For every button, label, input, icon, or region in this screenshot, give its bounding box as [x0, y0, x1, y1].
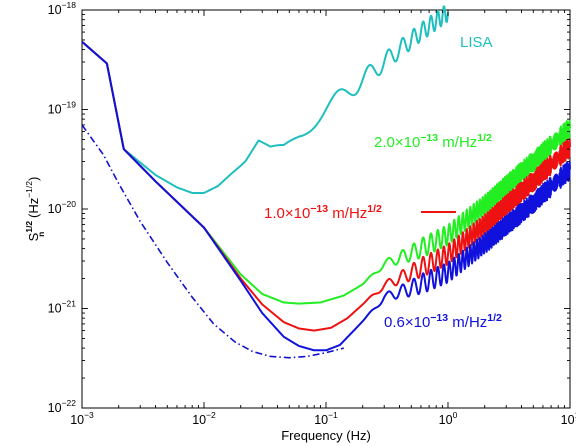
y-axis-label: S1/2n (Hz−1/2) — [24, 177, 46, 242]
x-tick-label: 10−3 — [70, 410, 94, 427]
y-label-base: S — [26, 232, 41, 241]
y-label-unit-open: (Hz — [26, 198, 41, 222]
green-label: 2.0×10−13 m/Hz1/2 — [374, 132, 492, 151]
y-tick-label: 10−18 — [48, 0, 77, 17]
y-tick-label: 10−21 — [48, 299, 77, 316]
y-tick-label: 10−22 — [48, 398, 77, 415]
tick-group: 10−3 10−2 10−1 100 101 10−22 10−21 10−20 10−19 10… — [48, 0, 576, 427]
x-tick-label: 10−2 — [192, 410, 216, 427]
x-tick-label: 100 — [439, 410, 458, 427]
x-axis-label: Frequency (Hz) — [281, 428, 371, 443]
x-tick-label: 10−1 — [314, 410, 338, 427]
blue-label: 0.6×10−13 m/Hz1/2 — [384, 312, 502, 331]
series-group — [81, 5, 571, 359]
y-label-unit-close: ) — [26, 177, 41, 181]
blue-curve — [81, 40, 571, 352]
y-label-sub: n — [36, 232, 46, 237]
lisa-label: LISA — [460, 34, 493, 51]
dashdot-curve — [81, 124, 345, 359]
x-tick-label: 101 — [561, 410, 576, 427]
y-tick-label: 10−20 — [48, 199, 77, 216]
annotation-group: LISA 2.0×10−13 m/Hz1/2 1.0×10−13 m/Hz1/2 0.… — [264, 34, 502, 331]
y-label-unit-sup: −1/2 — [24, 181, 34, 198]
y-label-sup: 1/2 — [24, 221, 34, 233]
lisa-curve — [81, 5, 449, 194]
y-tick-label: 10−19 — [48, 100, 77, 117]
red-label: 1.0×10−13 m/Hz1/2 — [264, 203, 382, 222]
